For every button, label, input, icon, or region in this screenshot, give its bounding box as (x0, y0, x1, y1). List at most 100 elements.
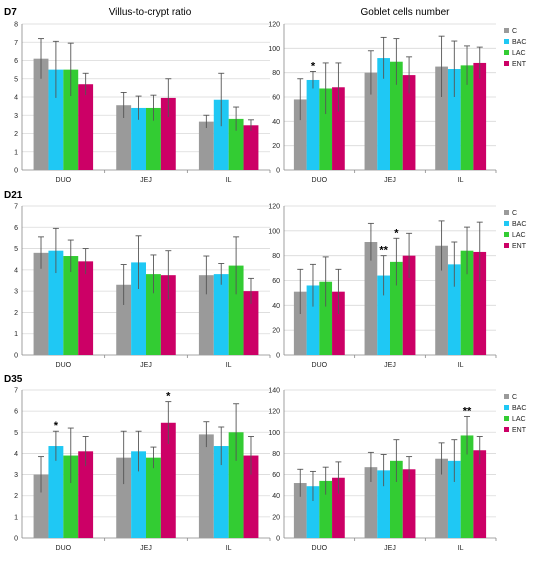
bar-lac-jej (390, 460, 403, 538)
bar-lac-jej (146, 107, 161, 170)
bar-ent-il (243, 125, 259, 170)
category-label: DUO (56, 545, 72, 552)
bar-c-il (198, 121, 214, 170)
column-title-villus: Villus-to-crypt ratio (109, 7, 192, 18)
bar-lac-duo (319, 88, 333, 170)
significance-marker: ** (379, 245, 388, 257)
y-tick-label: 0 (14, 536, 18, 543)
bar-bac-jej (377, 470, 390, 538)
bar-c-il (435, 66, 448, 170)
significance-marker: * (166, 391, 171, 403)
bar-ent-duo (332, 87, 345, 170)
bar-lac-il (460, 65, 474, 170)
y-tick-label: 1 (14, 149, 18, 156)
y-tick-label: 4 (14, 95, 18, 102)
bar-lac-duo (63, 69, 79, 170)
bar-lac-duo (63, 455, 79, 538)
bar-lac-jej (390, 61, 403, 170)
y-tick-label: 1 (14, 331, 18, 338)
legend-label-ent: ENT (512, 427, 527, 434)
y-tick-label: 8 (14, 22, 18, 29)
legend-label-ent: ENT (512, 61, 527, 68)
category-label: IL (226, 177, 232, 184)
significance-marker: ** (463, 405, 472, 417)
category-label: JEJ (384, 177, 396, 184)
y-tick-label: 100 (268, 46, 280, 53)
bar-ent-jej (402, 75, 416, 170)
y-tick-label: 40 (272, 119, 280, 126)
legend-label-lac: LAC (512, 50, 526, 57)
legend-label-c: C (512, 210, 517, 217)
significance-marker: * (54, 420, 59, 432)
category-label: JEJ (384, 362, 396, 369)
category-label: DUO (56, 177, 72, 184)
y-tick-label: 20 (272, 328, 280, 335)
bar-c-jej (116, 284, 132, 355)
bar-lac-jej (146, 274, 161, 355)
y-tick-label: 0 (14, 353, 18, 360)
bar-lac-jej (146, 457, 161, 538)
bar-bac-il (447, 264, 461, 355)
category-label: IL (458, 177, 464, 184)
bar-ent-il (243, 455, 259, 538)
y-tick-label: 80 (272, 70, 280, 77)
bar-c-duo (293, 99, 307, 170)
category-label: IL (458, 545, 464, 552)
legend-swatch-c (504, 28, 509, 33)
bar-bac-il (213, 99, 229, 170)
bar-bac-il (213, 446, 229, 538)
y-tick-label: 80 (272, 451, 280, 458)
bar-ent-duo (78, 451, 94, 538)
bar-ent-duo (78, 84, 94, 170)
y-tick-label: 80 (272, 253, 280, 260)
bar-bac-jej (131, 262, 146, 355)
category-label: JEJ (140, 177, 152, 184)
y-tick-label: 40 (272, 303, 280, 310)
bar-lac-duo (319, 281, 333, 355)
bar-ent-jej (160, 275, 176, 355)
bar-ent-jej (402, 255, 416, 355)
legend-swatch-lac (504, 416, 509, 421)
y-tick-label: 40 (272, 493, 280, 500)
category-label: DUO (56, 362, 72, 369)
legend-swatch-c (504, 394, 509, 399)
bar-bac-duo (48, 446, 64, 538)
category-label: JEJ (140, 545, 152, 552)
y-tick-label: 3 (14, 472, 18, 479)
bar-c-duo (33, 58, 49, 170)
category-label: JEJ (140, 362, 152, 369)
y-tick-label: 2 (14, 310, 18, 317)
legend-label-bac: BAC (512, 221, 526, 228)
bar-lac-il (228, 265, 244, 355)
bar-ent-duo (332, 477, 345, 538)
y-tick-label: 7 (14, 204, 18, 211)
chart-panel-D21-villus: 0 1 2 3 4 5 6 7 DUO JEJ IL (14, 204, 271, 369)
y-tick-label: 5 (14, 246, 18, 253)
bar-lac-duo (63, 256, 79, 355)
bar-bac-il (447, 460, 461, 538)
bar-lac-duo (319, 480, 333, 538)
bar-ent-il (473, 251, 487, 355)
legend-swatch-ent (504, 61, 509, 66)
bar-ent-jej (160, 422, 176, 538)
y-tick-label: 100 (268, 228, 280, 235)
y-tick-label: 0 (276, 536, 280, 543)
row-label-d7: D7 (4, 7, 17, 18)
column-title-goblet: Goblet cells number (361, 7, 451, 18)
bar-bac-duo (306, 486, 320, 538)
chart-panel-D35-goblet: 0 20 40 60 80 100 120 140 DUO JEJ IL ** C BAC LAC ENT (268, 388, 526, 553)
row-label-d21: D21 (4, 190, 23, 201)
legend-label-lac: LAC (512, 416, 526, 423)
bar-c-il (198, 275, 214, 355)
bar-bac-duo (306, 79, 320, 170)
legend-swatch-ent (504, 427, 509, 432)
legend-swatch-bac (504, 221, 509, 226)
bar-ent-jej (160, 97, 176, 170)
bar-bac-jej (377, 58, 390, 170)
legend-swatch-ent (504, 243, 509, 248)
legend-label-bac: BAC (512, 39, 526, 46)
bar-c-duo (293, 483, 307, 538)
